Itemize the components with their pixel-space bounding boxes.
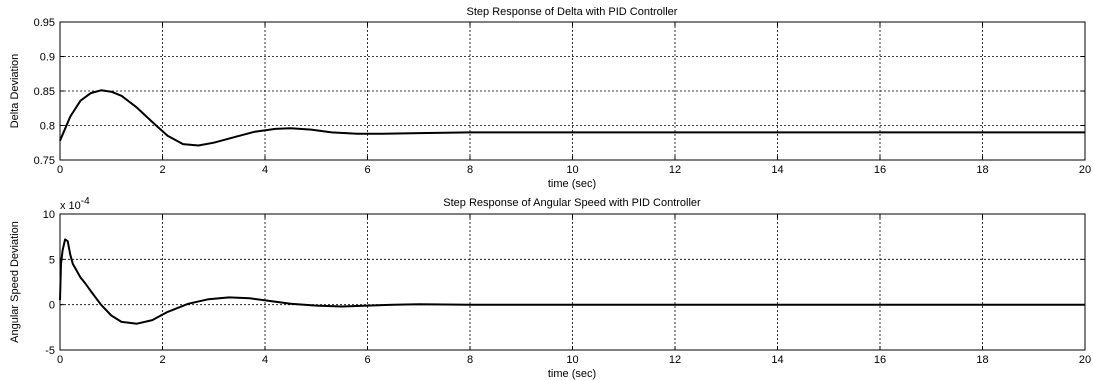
angular-speed-x-tick-label: 16 xyxy=(874,354,886,366)
angular-speed-x-tick-label: 0 xyxy=(57,354,63,366)
angular-speed-x-tick-label: 10 xyxy=(566,354,578,366)
delta-x-tick-label: 0 xyxy=(57,164,63,176)
delta-y-tick-label: 0.8 xyxy=(40,121,55,133)
angular-speed-x-tick-label: 12 xyxy=(669,354,681,366)
delta-y-axis-label: Delta Deviation xyxy=(9,54,21,129)
delta-y-tick-label: 0.95 xyxy=(34,17,55,29)
angular-speed-x-tick-label: 4 xyxy=(262,354,268,366)
delta-y-tick-label: 0.85 xyxy=(34,86,55,98)
angular-speed-x-axis-label: time (sec) xyxy=(548,368,596,380)
delta-x-tick-label: 16 xyxy=(874,164,886,176)
angular-speed-x-tick-label: 8 xyxy=(467,354,473,366)
delta-x-tick-label: 2 xyxy=(159,164,165,176)
y-multiplier-label: x 10-4 xyxy=(60,196,90,212)
delta-y-tick-label: 0.75 xyxy=(34,155,55,167)
delta-series-line xyxy=(59,89,1085,147)
angular-speed-subplot: Step Response of Angular Speed with PID … xyxy=(9,196,1091,380)
y-multiplier-base: x 10 xyxy=(60,200,81,212)
angular-speed-chart-title: Step Response of Angular Speed with PID … xyxy=(443,197,701,209)
angular-speed-series-line xyxy=(59,238,1085,325)
angular-speed-x-tick-label: 18 xyxy=(976,354,988,366)
angular-speed-plot-frame xyxy=(59,213,1086,351)
delta-x-tick-label: 20 xyxy=(1079,164,1091,176)
angular-speed-x-tick-label: 14 xyxy=(771,354,783,366)
angular-speed-y-tick-label: 5 xyxy=(49,254,55,266)
delta-x-tick-label: 18 xyxy=(976,164,988,176)
angular-speed-y-axis-label: Angular Speed Deviation xyxy=(9,221,21,343)
angular-speed-x-tick-label: 2 xyxy=(159,354,165,366)
delta-x-tick-label: 6 xyxy=(364,164,370,176)
delta-plot-frame xyxy=(59,21,1086,161)
angular-speed-y-tick-label: 0 xyxy=(49,300,55,312)
angular-speed-x-tick-label: 6 xyxy=(364,354,370,366)
delta-y-tick-label: 0.9 xyxy=(40,52,55,64)
angular-speed-x-tick-label: 20 xyxy=(1079,354,1091,366)
angular-speed-y-tick-label: 10 xyxy=(43,209,55,221)
delta-x-tick-label: 12 xyxy=(669,164,681,176)
delta-x-axis-label: time (sec) xyxy=(548,178,596,190)
delta-x-tick-label: 8 xyxy=(467,164,473,176)
y-multiplier-exponent: -4 xyxy=(81,196,90,207)
delta-x-tick-label: 14 xyxy=(771,164,783,176)
angular-speed-y-tick-label: -5 xyxy=(45,345,55,357)
delta-x-tick-label: 4 xyxy=(262,164,268,176)
delta-subplot: Step Response of Delta with PID Controll… xyxy=(9,6,1091,190)
delta-x-tick-label: 10 xyxy=(566,164,578,176)
delta-chart-title: Step Response of Delta with PID Controll… xyxy=(467,6,678,18)
